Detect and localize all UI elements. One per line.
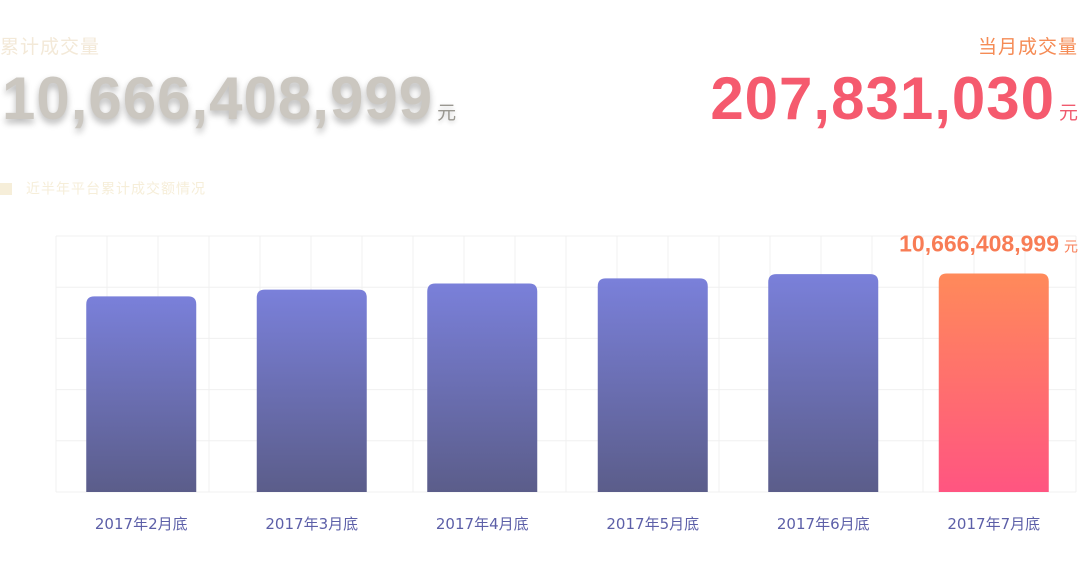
- bar: [257, 290, 367, 492]
- bar: [86, 296, 196, 492]
- chart-bars: [86, 274, 1049, 492]
- bar-data-label-unit: 元: [1064, 239, 1078, 255]
- bar: [427, 284, 537, 492]
- bar-data-label: 10,666,408,999 元: [899, 231, 1078, 257]
- x-tick-label: 2017年7月底: [947, 515, 1040, 533]
- bar: [768, 274, 878, 492]
- chart-grid: [56, 236, 1076, 492]
- chart-labels: 2017年2月底 2017年3月底 2017年4月底 2017年5月底 2017年6月底…: [95, 231, 1078, 533]
- bar-data-label-value: 10,666,408,999: [899, 231, 1059, 257]
- x-tick-label: 2017年5月底: [606, 515, 699, 533]
- x-tick-label: 2017年2月底: [95, 515, 188, 533]
- x-tick-label: 2017年3月底: [265, 515, 358, 533]
- x-tick-label: 2017年6月底: [777, 515, 870, 533]
- bar: [598, 278, 708, 492]
- bar-highlight: [939, 274, 1049, 492]
- x-tick-label: 2017年4月底: [436, 515, 529, 533]
